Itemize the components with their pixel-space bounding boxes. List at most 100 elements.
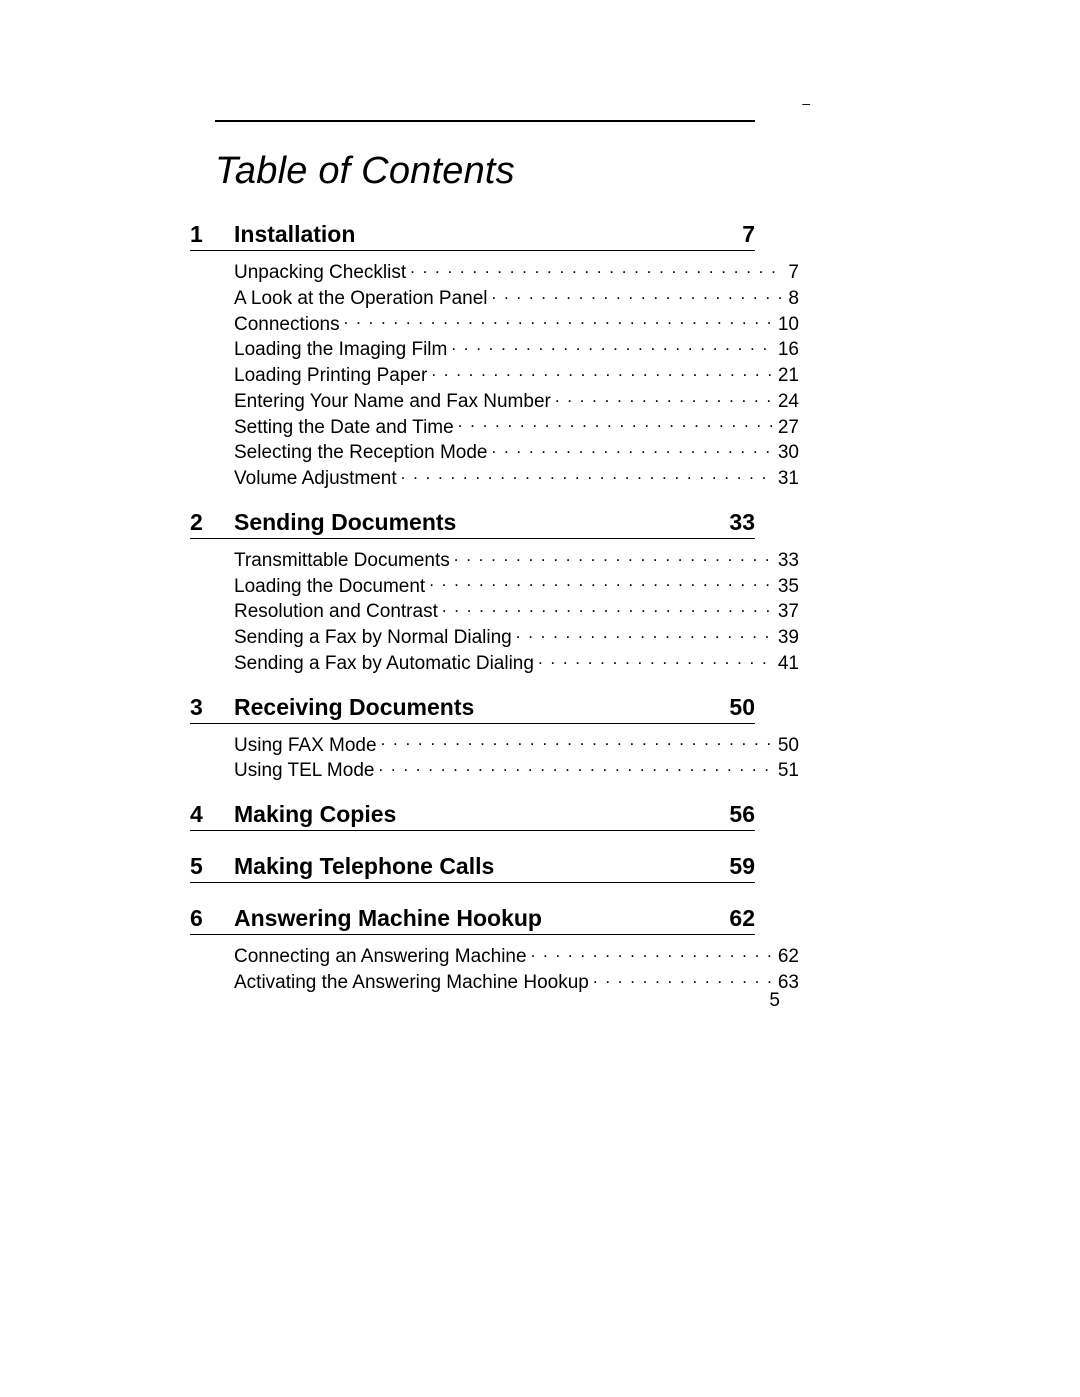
corner-mark: – [802,95,810,111]
toc-chapter: 6Answering Machine Hookup62Connecting an… [190,905,890,995]
entry-page: 35 [778,575,799,599]
entry-page: 31 [778,467,799,491]
entry-leader-dots [458,414,774,433]
entry-leader-dots [431,362,774,381]
entry-label: Unpacking Checklist [234,261,406,285]
toc-entry: Volume Adjustment31 [234,465,799,491]
toc-entry: Entering Your Name and Fax Number 24 [234,388,799,414]
toc-entry: Loading Printing Paper 21 [234,362,799,388]
toc-entry: Unpacking Checklist 7 [234,259,799,285]
entry-leader-dots [555,388,774,407]
entry-label: A Look at the Operation Panel [234,287,488,311]
chapter-page: 59 [729,853,755,880]
entry-label: Entering Your Name and Fax Number [234,390,551,414]
chapter-heading-row: 5Making Telephone Calls59 [190,853,755,883]
entry-label: Selecting the Reception Mode [234,441,488,465]
toc-entry: Selecting the Reception Mode 30 [234,439,799,465]
entry-label: Transmittable Documents [234,549,450,573]
entry-label: Setting the Date and Time [234,416,454,440]
toc-entry: Connecting an Answering Machine 62 [234,943,799,969]
entry-page: 41 [778,652,799,676]
entry-label: Connections [234,313,340,337]
entry-leader-dots [492,285,785,304]
chapter-page: 62 [729,905,755,932]
entry-leader-dots [410,259,784,278]
entry-label: Loading the Imaging Film [234,338,447,362]
entry-leader-dots [531,943,774,962]
entry-leader-dots [593,969,774,988]
toc-entry: Transmittable Documents33 [234,547,799,573]
entry-label: Loading the Document [234,575,425,599]
entry-page: 7 [788,261,799,285]
entry-label: Using FAX Mode [234,734,377,758]
chapter-title: Receiving Documents [234,694,729,721]
chapter-title: Making Telephone Calls [234,853,729,880]
spacer [190,891,890,897]
chapter-page: 56 [729,801,755,828]
entry-label: Sending a Fax by Normal Dialing [234,626,512,650]
entry-page: 37 [778,600,799,624]
toc-entry: Sending a Fax by Normal Dialing 39 [234,624,799,650]
entry-leader-dots [429,573,774,592]
chapter-entries: Transmittable Documents33Loading the Doc… [234,547,799,676]
toc-entry: Using TEL Mode 51 [234,757,799,783]
chapter-title: Sending Documents [234,509,729,536]
chapter-number: 1 [190,221,234,248]
entry-label: Activating the Answering Machine Hookup [234,971,589,995]
entry-leader-dots [492,439,774,458]
entry-page: 50 [778,734,799,758]
toc-entry: Connections 10 [234,311,799,337]
page: – Table of Contents 1Installation7 Unpack… [0,0,1080,1397]
entry-page: 27 [778,416,799,440]
chapter-page: 33 [729,509,755,536]
entry-leader-dots [442,598,774,617]
entry-label: Connecting an Answering Machine [234,945,527,969]
toc-chapters: 1Installation7Unpacking Checklist7A Look… [190,221,890,995]
toc-entry: Loading the Document 35 [234,573,799,599]
entry-label: Resolution and Contrast [234,600,438,624]
entry-leader-dots [538,650,774,669]
entry-page: 8 [788,287,799,311]
entry-page: 30 [778,441,799,465]
entry-label: Loading Printing Paper [234,364,427,388]
chapter-number: 4 [190,801,234,828]
chapter-heading-row: 4Making Copies56 [190,801,755,831]
entry-leader-dots [451,336,774,355]
chapter-entries: Connecting an Answering Machine 62 Activat… [234,943,799,995]
entry-page: 24 [778,390,799,414]
toc-chapter: 5Making Telephone Calls59 [190,853,890,897]
chapter-title: Answering Machine Hookup [234,905,729,932]
chapter-number: 2 [190,509,234,536]
chapter-heading-row: 6Answering Machine Hookup62 [190,905,755,935]
entry-leader-dots [378,757,773,776]
toc-entry: Sending a Fax by Automatic Dialing 41 [234,650,799,676]
entry-leader-dots [454,547,774,566]
toc-title: Table of Contents [215,150,890,193]
entry-label: Sending a Fax by Automatic Dialing [234,652,534,676]
entry-page: 62 [778,945,799,969]
entry-page: 16 [778,338,799,362]
entry-leader-dots [344,311,774,330]
chapter-number: 5 [190,853,234,880]
entry-page: 10 [778,313,799,337]
entry-leader-dots [381,732,774,751]
entry-page: 39 [778,626,799,650]
toc-chapter: 2Sending Documents33 Transmittable Docume… [190,509,890,676]
top-rule [215,120,755,122]
chapter-page: 50 [729,694,755,721]
chapter-title: Making Copies [234,801,729,828]
toc-chapter: 3Receiving Documents50Using FAX Mode50Us… [190,694,890,784]
chapter-heading-row: 1Installation7 [190,221,755,251]
toc-entry: A Look at the Operation Panel 8 [234,285,799,311]
page-number: 5 [769,990,780,1012]
entry-page: 21 [778,364,799,388]
chapter-number: 6 [190,905,234,932]
chapter-entries: Using FAX Mode 50 Using TEL Mode 51 [234,732,799,784]
entry-page: 51 [778,759,799,783]
chapter-page: 7 [742,221,755,248]
chapter-number: 3 [190,694,234,721]
toc-entry: Loading the Imaging Film 16 [234,336,799,362]
entry-label: Using TEL Mode [234,759,374,783]
toc-entry: Resolution and Contrast 37 [234,598,799,624]
toc-entry: Using FAX Mode 50 [234,732,799,758]
